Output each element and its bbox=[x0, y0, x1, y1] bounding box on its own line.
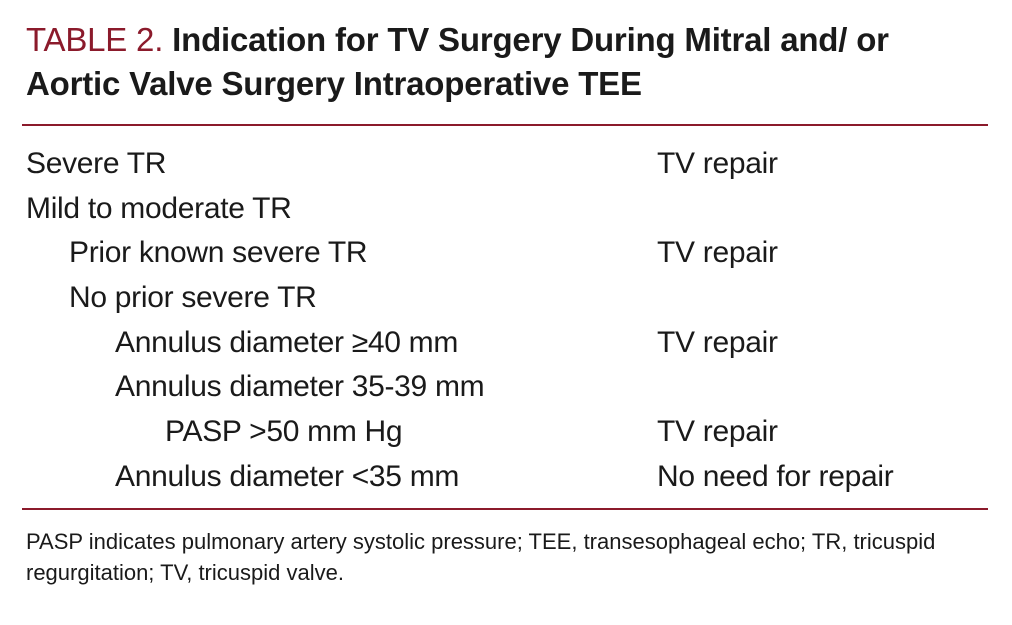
table-footnote: PASP indicates pulmonary artery systolic… bbox=[26, 529, 936, 585]
row-condition: Annulus diameter ≥40 mm bbox=[115, 325, 459, 359]
top-rule bbox=[22, 124, 988, 126]
row-condition: Annulus diameter 35-39 mm bbox=[115, 370, 485, 404]
table-row: Prior known severe TR TV repair bbox=[0, 231, 1012, 276]
row-condition: PASP >50 mm Hg bbox=[165, 415, 403, 449]
row-condition: Annulus diameter <35 mm bbox=[115, 459, 460, 493]
row-condition: No prior severe TR bbox=[69, 281, 317, 315]
row-condition: Mild to moderate TR bbox=[26, 191, 292, 225]
row-condition: Prior known severe TR bbox=[69, 236, 368, 270]
table-title: TABLE 2. Indication for TV Surgery Durin… bbox=[26, 18, 986, 106]
table-row: Annulus diameter 35-39 mm bbox=[0, 365, 1012, 410]
table-label: TABLE 2. bbox=[26, 21, 164, 58]
table-row: PASP >50 mm Hg TV repair bbox=[0, 410, 1012, 455]
bottom-rule bbox=[22, 508, 988, 510]
table-row: Annulus diameter ≥40 mm TV repair bbox=[0, 321, 1012, 366]
table-row: No prior severe TR bbox=[0, 276, 1012, 321]
row-result: No need for repair bbox=[657, 459, 894, 493]
row-result: TV repair bbox=[657, 325, 778, 359]
table-row: Annulus diameter <35 mm No need for repa… bbox=[0, 455, 1012, 500]
row-condition: Severe TR bbox=[26, 147, 167, 180]
table-row: Mild to moderate TR bbox=[0, 187, 1012, 232]
row-result: TV repair bbox=[657, 236, 778, 270]
table-row: Severe TR TV repair bbox=[0, 142, 1012, 187]
table-body: Severe TR TV repair Mild to moderate TR … bbox=[0, 142, 1012, 500]
row-result: TV repair bbox=[657, 415, 778, 449]
table-title-text: Indication for TV Surgery During Mitral … bbox=[26, 21, 889, 102]
row-result: TV repair bbox=[657, 147, 778, 180]
